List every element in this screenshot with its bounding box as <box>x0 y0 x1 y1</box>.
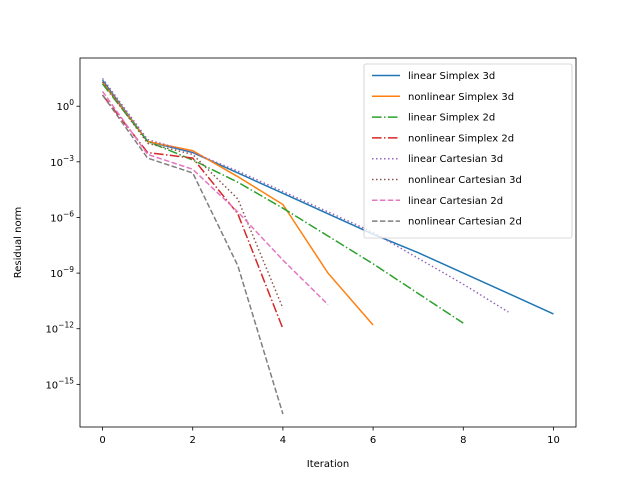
x-tick-label: 2 <box>190 435 196 446</box>
series-line-1 <box>101 79 554 315</box>
legend-label-8: nonlinear Cartesian 2d <box>408 217 522 228</box>
axes-frame <box>79 57 577 428</box>
legend-label-5: linear Cartesian 3d <box>408 154 503 165</box>
x-tick-label: 0 <box>99 435 105 446</box>
x-tick-label: 6 <box>370 435 376 446</box>
legend-label-7: linear Cartesian 2d <box>408 196 503 207</box>
y-tick-label: 100 <box>56 98 74 113</box>
series-line-6 <box>101 81 284 309</box>
legend-label-2: nonlinear Simplex 3d <box>408 92 514 103</box>
series-line-7 <box>101 90 329 306</box>
series-lines <box>101 77 554 415</box>
y-tick-label: 10−9 <box>50 265 74 280</box>
y-tick-label: 10−6 <box>50 209 74 224</box>
y-tick-label: 10−12 <box>45 321 74 336</box>
y-axis-label: Residual norm <box>13 207 24 279</box>
legend-label-1: linear Simplex 3d <box>408 71 495 82</box>
x-tick-label: 4 <box>280 435 286 446</box>
legend-box <box>363 63 573 239</box>
series-line-4 <box>101 94 284 329</box>
x-axis-ticks: 0 2 4 6 8 10 <box>99 427 560 446</box>
legend-label-3: linear Simplex 2d <box>408 113 495 124</box>
series-line-3 <box>101 83 464 324</box>
x-tick-label: 10 <box>547 435 560 446</box>
y-axis-ticks: 100 10−3 10−6 10−9 10−12 10−15 <box>45 98 80 391</box>
x-axis-label: Iteration <box>307 459 349 470</box>
x-tick-label: 8 <box>460 435 466 446</box>
series-line-2 <box>101 81 374 326</box>
y-tick-label: 10−3 <box>50 154 74 169</box>
legend-label-4: nonlinear Simplex 2d <box>408 133 514 144</box>
y-tick-label: 10−15 <box>45 376 74 391</box>
series-line-8 <box>101 94 284 415</box>
legend-label-6: nonlinear Cartesian 3d <box>408 175 522 186</box>
legend: linear Simplex 3d nonlinear Simplex 3d lin… <box>363 63 573 239</box>
